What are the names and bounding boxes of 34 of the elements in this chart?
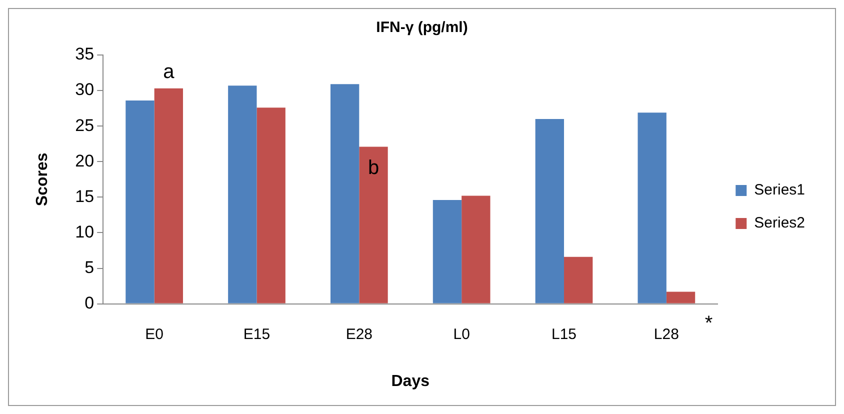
bar — [564, 256, 593, 304]
annotation: b — [368, 157, 380, 180]
legend-label: Series2 — [754, 214, 805, 232]
chart-title: IFN-γ (pg/ml) — [376, 19, 468, 36]
text: * — [704, 312, 713, 334]
bar — [432, 200, 462, 304]
y-tick-label: 20 — [75, 151, 94, 170]
x-tick-label: E28 — [346, 326, 373, 343]
x-tick-label: E0 — [145, 326, 164, 343]
bar — [256, 108, 286, 304]
bar — [666, 292, 696, 304]
legend-label: Series1 — [754, 182, 805, 199]
annotation: a — [163, 60, 176, 83]
bar — [462, 196, 490, 304]
y-tick-label: 0 — [84, 293, 94, 312]
x-tick-label: L28 — [654, 326, 679, 343]
y-tick-label: 5 — [84, 258, 94, 277]
y-axis-title: Scores — [34, 152, 52, 206]
x-tick-label: L15 — [551, 326, 577, 343]
y-tick-label: 15 — [75, 186, 94, 206]
x-axis-title: Days — [391, 372, 430, 390]
y-tick-label: 35 — [75, 44, 94, 64]
bar — [126, 100, 154, 304]
y-tick-label: 25 — [75, 116, 94, 135]
bar — [228, 86, 257, 304]
x-tick-label: L0 — [453, 326, 470, 343]
bar — [638, 112, 666, 304]
y-tick-label: 10 — [75, 222, 94, 242]
bar — [330, 84, 360, 304]
bar — [154, 88, 183, 304]
y-tick-label: 30 — [75, 80, 94, 100]
bar — [359, 146, 388, 304]
x-tick-label: E15 — [243, 326, 270, 343]
bar — [535, 118, 564, 304]
